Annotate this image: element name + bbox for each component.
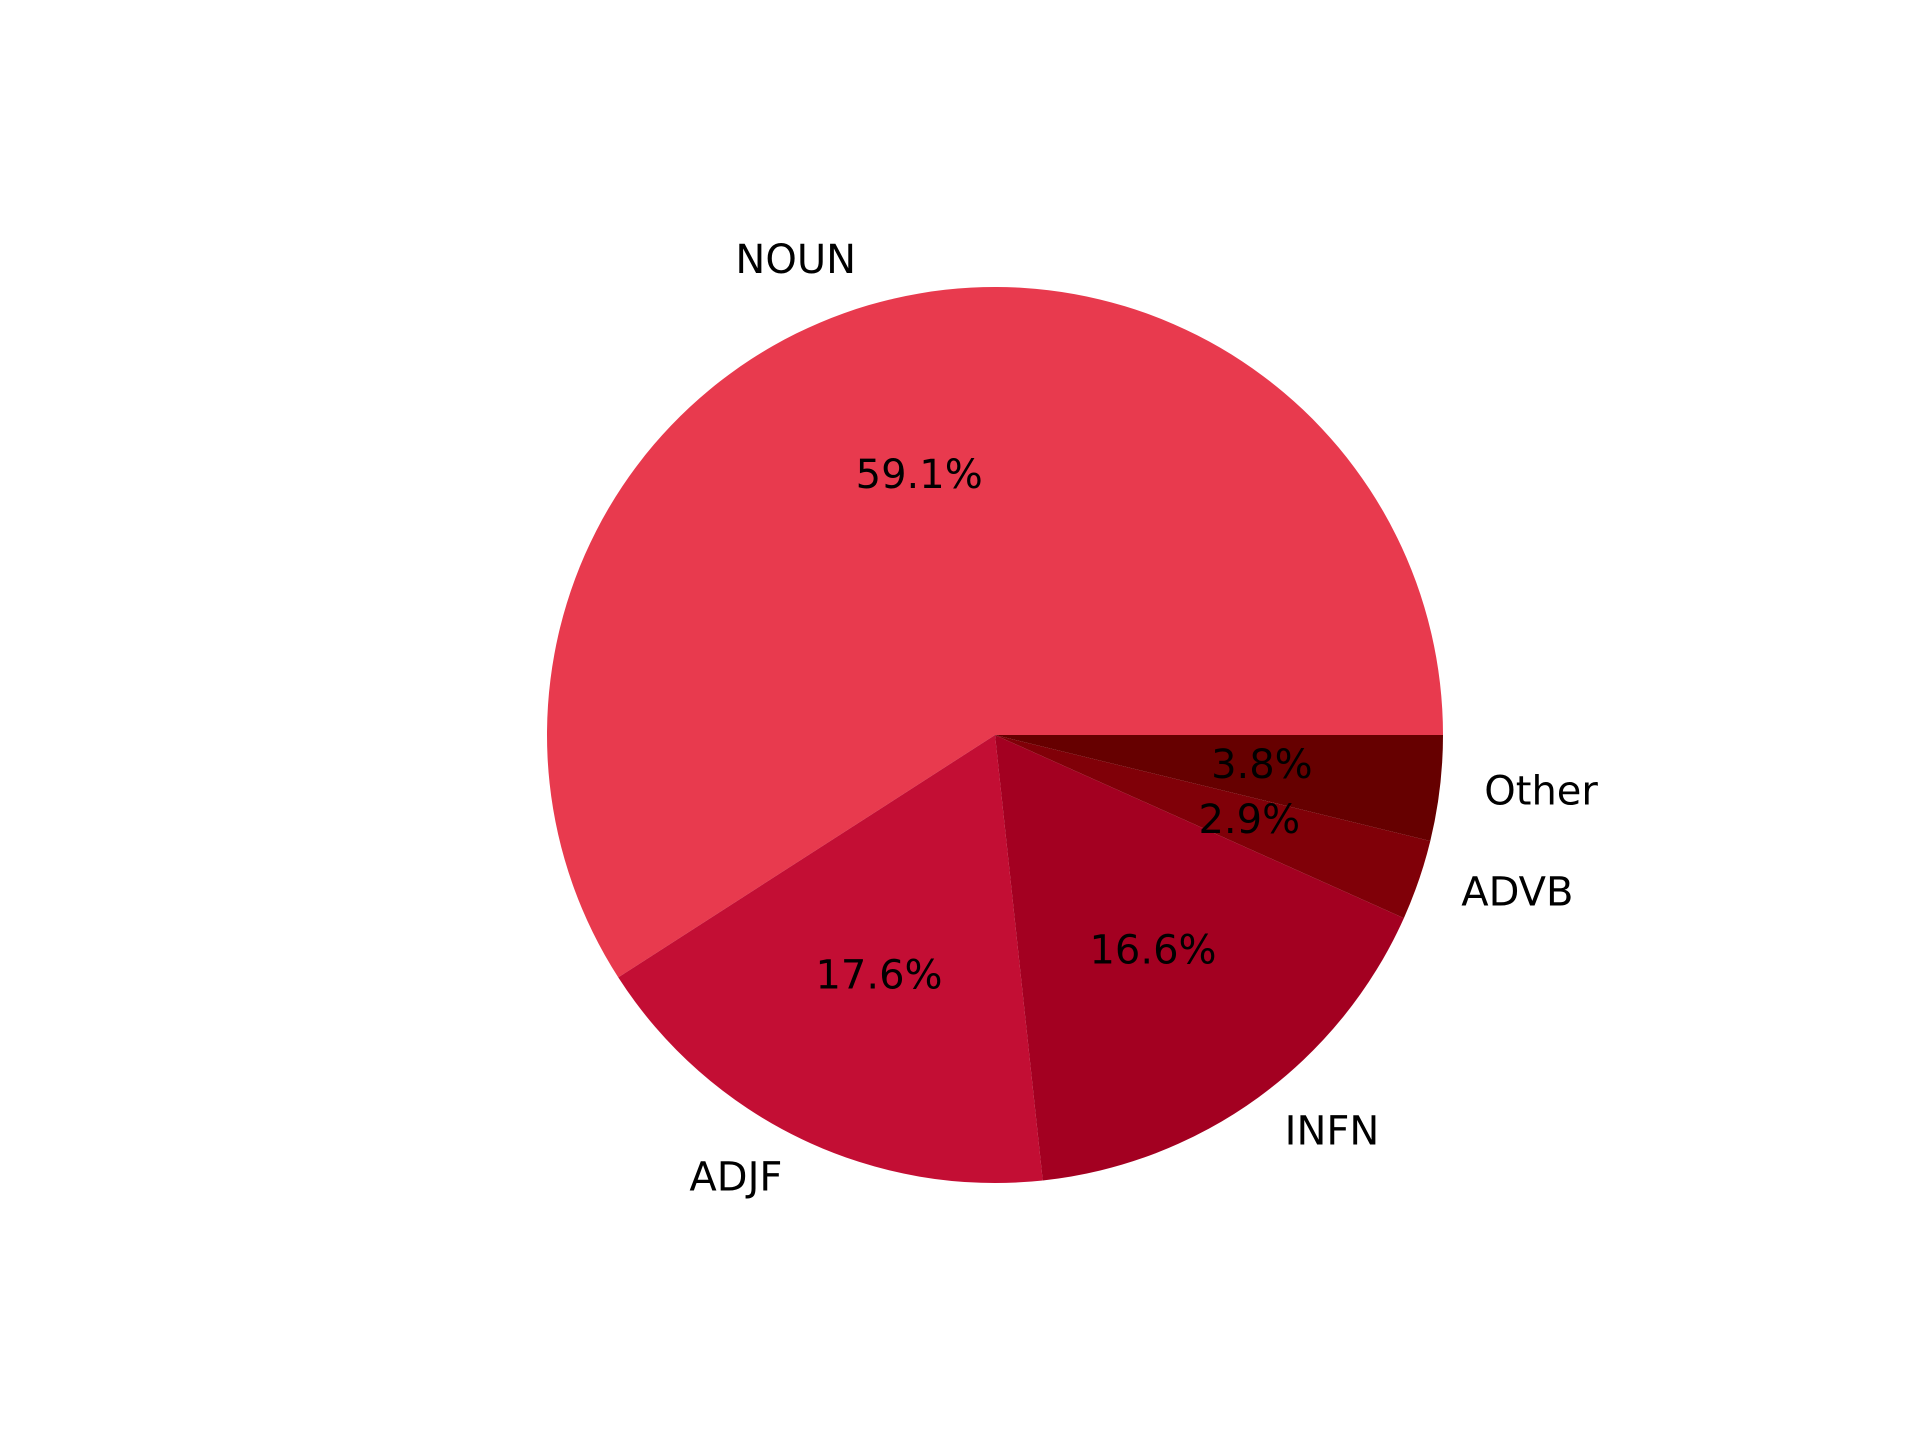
slice-label-other: Other — [1484, 769, 1598, 815]
pie-slice-other — [995, 735, 1443, 841]
percent-label-adjf: 17.6% — [815, 952, 942, 998]
slice-label-noun: NOUN — [735, 237, 856, 283]
pie-labels: NOUN 59.1% ADJF 17.6% INFN 16.6% ADVB 2.9% Other… — [689, 237, 1598, 1200]
pie-slice-infn — [995, 735, 1404, 1181]
pie-slice-advb — [995, 735, 1431, 919]
percent-label-other: 3.8% — [1211, 742, 1313, 788]
percent-label-noun: 59.1% — [856, 452, 983, 498]
slice-label-advb: ADVB — [1461, 870, 1573, 916]
pie-slice-noun — [547, 287, 1443, 978]
pie-slices — [547, 287, 1443, 1183]
percent-label-infn: 16.6% — [1089, 927, 1216, 973]
slice-label-infn: INFN — [1285, 1109, 1380, 1155]
percent-label-advb: 2.9% — [1198, 797, 1300, 843]
pie-slice-adjf — [618, 735, 1043, 1183]
slice-label-adjf: ADJF — [689, 1155, 782, 1201]
